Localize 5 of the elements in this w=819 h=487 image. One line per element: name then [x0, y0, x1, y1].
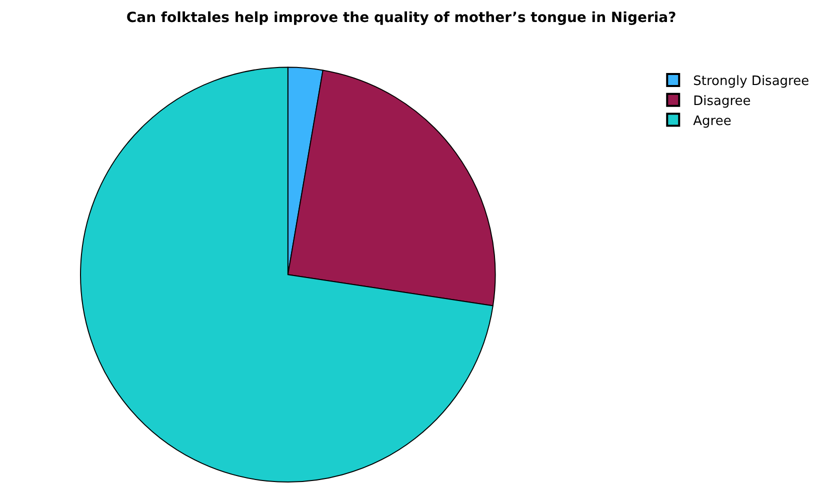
chart-title: Can folktales help improve the quality of mother’s tongue in Nigeria?	[126, 10, 676, 26]
pie-slice	[80, 66, 494, 482]
legend-label: Agree	[693, 114, 732, 129]
legend-label: Disagree	[693, 94, 751, 109]
legend-label: Strongly Disagree	[693, 74, 810, 90]
